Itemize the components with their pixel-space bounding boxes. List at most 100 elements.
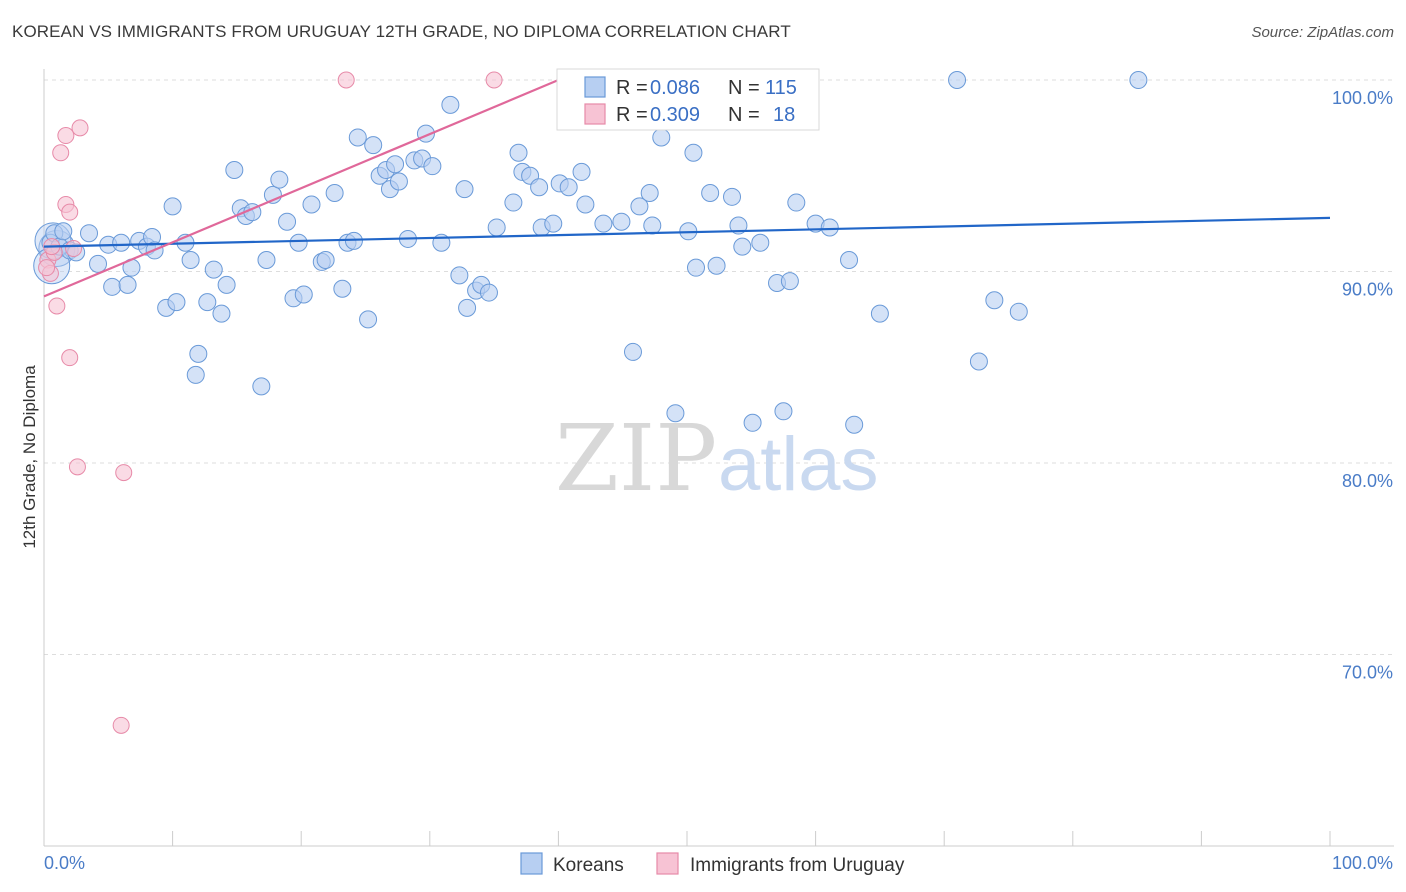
korean-point-64 <box>458 298 477 317</box>
korean-point-35 <box>270 170 289 189</box>
legend-n-label-1: N = <box>728 77 760 99</box>
korean-point-110 <box>1009 302 1028 321</box>
korean-point-73 <box>530 178 549 197</box>
watermark-atlas: atlas <box>718 422 879 507</box>
korean-point-104 <box>840 251 859 270</box>
bottom-legend-koreans: Koreans <box>553 855 624 876</box>
korean-point-68 <box>487 218 506 237</box>
korean-point-78 <box>572 162 591 181</box>
korean-point-48 <box>359 310 378 329</box>
watermark-zip: ZIP <box>555 405 717 512</box>
uruguay-point-10 <box>68 458 86 476</box>
uruguay-point-16 <box>38 259 56 277</box>
legend-r-label-2: R = <box>616 104 648 126</box>
korean-point-85 <box>643 216 662 235</box>
gridlines <box>44 79 1394 655</box>
korean-point-39 <box>294 285 313 304</box>
korean-point-7 <box>89 254 108 273</box>
korean-point-62 <box>450 266 469 285</box>
korean-point-101 <box>787 193 806 212</box>
y-tick-label-90: 90.0% <box>1342 280 1393 300</box>
korean-point-106 <box>870 304 889 323</box>
stats-legend: R = 0.086 N = 115 R = 0.309 N = 18 <box>556 68 820 131</box>
uruguay-point-15 <box>485 71 503 89</box>
korean-point-59 <box>423 157 442 176</box>
y-tick-labels: 70.0% 80.0% 90.0% 100.0% <box>1332 88 1393 683</box>
watermark: ZIP atlas <box>555 405 879 512</box>
trend-line-uruguay <box>43 78 559 298</box>
korean-point-90 <box>687 258 706 277</box>
korean-point-43 <box>325 183 344 202</box>
korean-point-81 <box>612 212 631 231</box>
korean-point-86 <box>652 128 671 147</box>
korean-point-84 <box>640 183 659 202</box>
korean-point-27 <box>217 275 236 294</box>
korean-point-22 <box>186 365 205 384</box>
uruguay-point-9 <box>65 240 83 258</box>
korean-point-80 <box>594 214 613 233</box>
bottom-legend-swatch-koreans <box>520 852 543 875</box>
uruguay-point-12 <box>115 464 133 482</box>
series-koreans <box>33 71 1148 434</box>
korean-point-36 <box>278 212 297 231</box>
x-tick-label-max: 100.0% <box>1332 853 1393 873</box>
korean-point-70 <box>509 143 528 162</box>
series-uruguay <box>38 71 503 734</box>
legend-r-value-2: 0.309 <box>650 104 700 126</box>
chart-title: KOREAN VS IMMIGRANTS FROM URUGUAY 12TH G… <box>12 22 791 41</box>
bottom-legend-swatch-uruguay <box>656 852 679 875</box>
y-tick-label-70: 70.0% <box>1342 663 1393 683</box>
korean-point-92 <box>707 256 726 275</box>
korean-point-19 <box>167 293 186 312</box>
korean-point-109 <box>985 291 1004 310</box>
trend-line-koreans <box>43 216 1331 248</box>
korean-point-79 <box>576 195 595 214</box>
uruguay-point-7 <box>61 203 79 221</box>
korean-point-10 <box>112 233 131 252</box>
korean-point-91 <box>701 183 720 202</box>
korean-point-32 <box>252 377 271 396</box>
korean-point-3 <box>54 222 73 241</box>
uruguay-point-13 <box>112 716 130 734</box>
korean-point-24 <box>198 293 217 312</box>
source-label: Source: ZipAtlas.com <box>1251 24 1394 41</box>
korean-point-42 <box>316 251 335 270</box>
korean-point-93 <box>723 187 742 206</box>
korean-point-40 <box>302 195 321 214</box>
korean-point-28 <box>225 161 244 180</box>
korean-point-63 <box>455 180 474 199</box>
y-tick-label-100: 100.0% <box>1332 88 1393 108</box>
legend-r-value-1: 0.086 <box>650 77 700 99</box>
uruguay-point-14 <box>337 71 355 89</box>
legend-n-value-1: 115 <box>765 77 797 99</box>
series-legend: Koreans Immigrants from Uruguay <box>520 852 905 876</box>
trend-lines <box>43 78 1331 298</box>
legend-swatch-uruguay <box>584 103 606 125</box>
korean-point-53 <box>386 155 405 174</box>
korean-point-82 <box>623 342 642 361</box>
korean-point-54 <box>389 172 408 191</box>
korean-point-33 <box>257 251 276 270</box>
korean-point-95 <box>733 237 752 256</box>
legend-r-label-1: R = <box>616 77 648 99</box>
korean-point-100 <box>780 272 799 291</box>
korean-point-18 <box>163 197 182 216</box>
korean-point-44 <box>333 279 352 298</box>
korean-point-47 <box>348 128 367 147</box>
uruguay-point-11 <box>71 119 89 137</box>
korean-point-21 <box>181 251 200 270</box>
uruguay-point-8 <box>61 349 79 367</box>
korean-point-25 <box>204 260 223 279</box>
uruguay-point-5 <box>57 127 75 145</box>
korean-point-49 <box>364 136 383 155</box>
legend-n-value-2: 18 <box>773 104 795 126</box>
korean-point-77 <box>559 178 578 197</box>
korean-point-107 <box>948 71 967 89</box>
x-ticks <box>43 831 1331 846</box>
y-tick-label-80: 80.0% <box>1342 471 1393 491</box>
korean-point-38 <box>289 233 308 252</box>
y-axis-title: 12th Grade, No Diploma <box>20 365 39 549</box>
korean-point-9 <box>103 277 122 296</box>
korean-point-26 <box>212 304 231 323</box>
